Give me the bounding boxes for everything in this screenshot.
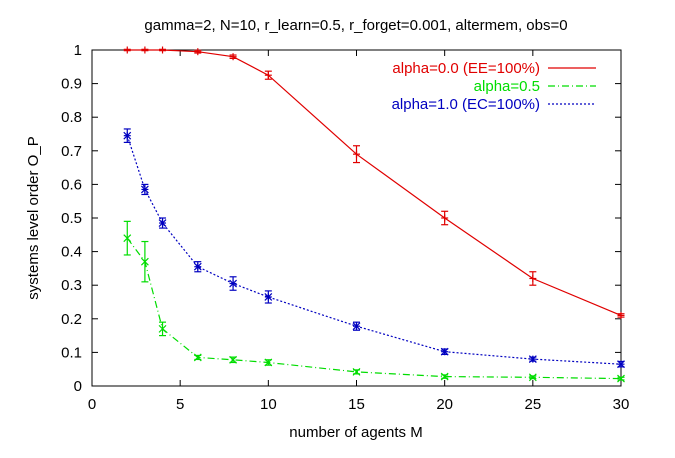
point-marker	[140, 185, 149, 194]
y-tick-label: 0.8	[61, 109, 82, 126]
legend-label: alpha=0.5	[474, 78, 540, 95]
point-marker	[123, 234, 132, 243]
y-tick-label: 0.6	[61, 176, 82, 193]
plot-frame	[91, 49, 622, 387]
legend-label: alpha=1.0 (EC=100%)	[392, 96, 540, 113]
point-marker	[264, 293, 273, 301]
x-tick-label: 5	[176, 396, 184, 413]
point-marker	[123, 131, 132, 140]
point-marker	[193, 353, 202, 362]
y-tick-label: 1	[74, 42, 82, 59]
y-tick-label: 0.1	[61, 344, 82, 361]
point-marker	[440, 347, 449, 356]
series-0	[123, 46, 625, 319]
point-marker	[140, 257, 149, 266]
series-line	[127, 49, 622, 316]
x-tick-label: 0	[88, 396, 96, 413]
x-tick-label: 30	[613, 396, 630, 413]
chart-title: gamma=2, N=10, r_learn=0.5, r_forget=0.0…	[144, 17, 567, 34]
plot-series	[123, 46, 625, 383]
legend-label: alpha=0.0 (EE=100%)	[392, 60, 540, 77]
x-tick-label: 20	[436, 396, 453, 413]
x-axis: 0 5 10 15 20 25 30	[88, 50, 630, 413]
series-2	[123, 128, 625, 369]
y-tick-label: 0	[74, 378, 82, 395]
point-marker	[528, 355, 537, 364]
series-line	[126, 237, 622, 380]
point-marker	[229, 355, 237, 364]
point-marker	[617, 360, 625, 369]
series-line	[126, 135, 622, 365]
point-marker	[352, 367, 361, 376]
y-tick-label: 0.7	[61, 143, 82, 160]
x-tick-label: 25	[524, 396, 541, 413]
x-axis-label: number of agents M	[289, 424, 422, 441]
point-marker	[352, 322, 361, 331]
point-marker	[440, 372, 449, 381]
point-marker	[158, 324, 167, 333]
y-tick-label: 0.2	[61, 311, 82, 328]
point-marker	[617, 374, 625, 383]
point-marker	[528, 373, 537, 382]
y-tick-label: 0.5	[61, 210, 82, 227]
x-tick-label: 10	[260, 396, 277, 413]
y-tick-label: 0.4	[61, 244, 82, 261]
point-marker	[193, 262, 202, 271]
y-axis: 0 0.1 0.2 0.3 0.4 0.5 0.6 0.7 0.8 0.9 1	[61, 42, 621, 395]
y-tick-label: 0.3	[61, 277, 82, 294]
point-marker	[229, 279, 237, 288]
y-tick-label: 0.9	[61, 76, 82, 93]
point-marker	[264, 358, 273, 367]
series-1	[123, 220, 625, 383]
y-axis-label: systems level order O_P	[25, 136, 42, 299]
point-marker	[158, 219, 167, 227]
x-tick-label: 15	[348, 396, 365, 413]
